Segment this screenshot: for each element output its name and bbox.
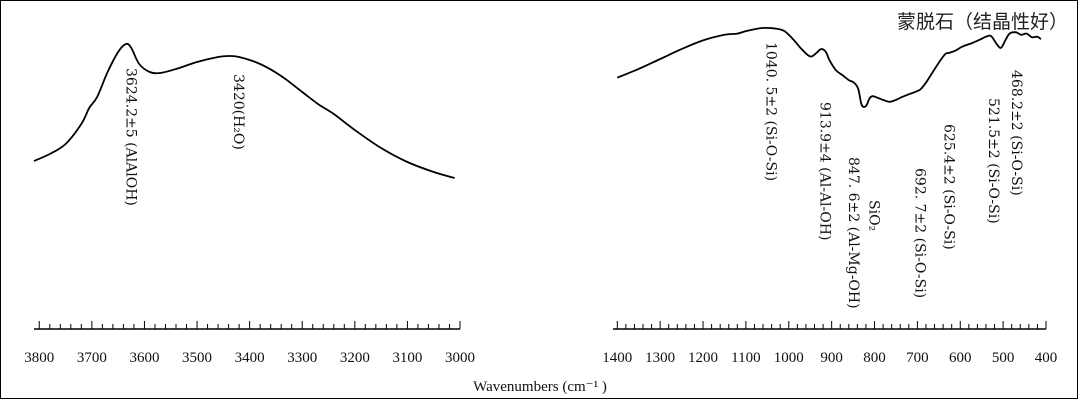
x-tick-label: 3200 [340,350,370,366]
peak-annotation: 913.9±4 (Al-Al-OH) [817,102,833,240]
x-tick-label: 3700 [77,350,107,366]
peak-annotation: 625.4±2 (Si-O-Si) [940,124,956,250]
x-tick-label: 900 [820,350,843,366]
chart-title: 蒙脱石（结晶性好） [897,11,1068,33]
x-tick-label: 1200 [688,350,718,366]
peak-annotation: 692. 7±2 (Si-O-Si) [912,168,928,298]
peak-annotation: 3624.2±5 (AlAlOH) [123,68,139,206]
x-tick-label: 400 [1035,350,1058,366]
x-tick-label: 3000 [445,350,475,366]
panel-low: 1400 1300 1200 1100 1000 900 800 700 600 500 400 10… [602,26,1058,366]
peak-annotation: 468.2±2 (Si-O-Si) [1008,70,1024,196]
peak-annotation: 1040. 5±2 (Si-O-Si) [762,42,778,181]
x-tick-label: 3600 [129,350,159,366]
x-tick-label: 500 [992,350,1015,366]
spectrum-line-high [33,42,455,179]
spectrum-line-low [616,26,1042,108]
peak-annotation: 3420(H₂O) [230,74,246,150]
x-tick-label: 3400 [235,350,265,366]
panel-high: 3800 3700 3600 3500 3400 3300 3200 3100 3000 3624… [24,42,475,366]
peak-annotation: SiO₂ [866,200,882,231]
x-axis-label: Wavenumbers (cm⁻¹ ) [473,379,607,395]
x-tick-label: 3100 [392,350,422,366]
x-tick-label: 1300 [645,350,675,366]
x-tick-label: 3300 [287,350,317,366]
x-tick-label: 1400 [602,350,632,366]
x-tick-label: 3800 [24,350,54,366]
x-tick-label: 600 [949,350,972,366]
peak-annotation: 521.5±2 (Si-O-Si) [985,98,1001,224]
x-tick-label: 1100 [731,350,760,366]
x-tick-label: 3500 [182,350,212,366]
x-tick-label: 1000 [774,350,804,366]
peak-annotation: 847. 6±2 (Al-Mg-OH) [845,157,861,309]
x-tick-label: 700 [906,350,929,366]
x-tick-label: 800 [863,350,886,366]
